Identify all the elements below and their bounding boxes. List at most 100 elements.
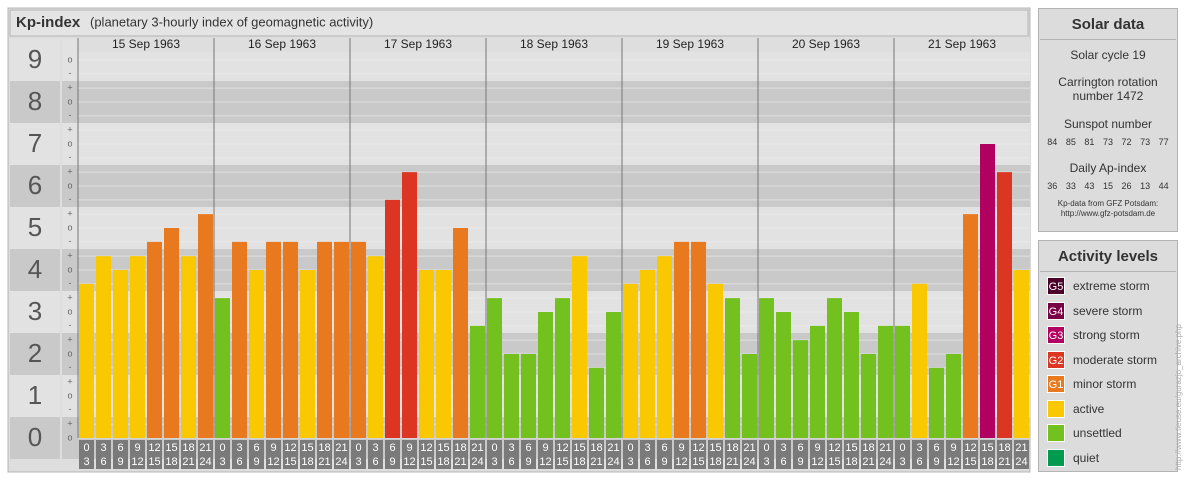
bar bbox=[912, 283, 927, 438]
time-cell bbox=[504, 440, 519, 469]
time-from: 6 bbox=[253, 442, 259, 454]
minor-tick-label: o bbox=[67, 264, 72, 274]
time-to: 21 bbox=[998, 456, 1010, 468]
time-from: 9 bbox=[270, 442, 276, 454]
y-tick-label: 6 bbox=[28, 170, 42, 200]
watermark: http://www.tieuse.eu/gurazjo_archive.php bbox=[1174, 324, 1183, 470]
time-to: 12 bbox=[947, 456, 959, 468]
time-cell bbox=[997, 440, 1012, 469]
ap-value: 43 bbox=[1084, 181, 1095, 191]
time-from: 21 bbox=[199, 442, 211, 454]
time-to: 18 bbox=[437, 456, 449, 468]
y-tick-label: 5 bbox=[28, 212, 42, 242]
band bbox=[10, 207, 60, 249]
time-cell bbox=[657, 440, 672, 469]
time-cell bbox=[266, 440, 281, 469]
time-to: 24 bbox=[743, 456, 755, 468]
level-name: strong storm bbox=[1073, 328, 1140, 343]
level-entry: G3 strong storm bbox=[1039, 323, 1177, 348]
time-to: 6 bbox=[372, 456, 378, 468]
time-from: 21 bbox=[743, 442, 755, 454]
time-cell bbox=[776, 440, 791, 469]
level-entry: quiet bbox=[1039, 446, 1177, 471]
time-to: 24 bbox=[335, 456, 347, 468]
time-cell bbox=[589, 440, 604, 469]
time-cell bbox=[759, 440, 774, 469]
time-from: 21 bbox=[607, 442, 619, 454]
sunspot-value: 77 bbox=[1158, 137, 1169, 147]
time-to: 15 bbox=[284, 456, 296, 468]
time-to: 15 bbox=[148, 456, 160, 468]
time-from: 12 bbox=[556, 442, 568, 454]
time-from: 21 bbox=[879, 442, 891, 454]
day-header bbox=[622, 38, 758, 52]
time-cell bbox=[929, 440, 944, 469]
minor-tick-label: + bbox=[67, 293, 72, 303]
time-to: 3 bbox=[491, 456, 497, 468]
time-cell bbox=[147, 440, 162, 469]
panel-title: Solar data bbox=[1040, 9, 1176, 40]
time-from: 18 bbox=[590, 442, 602, 454]
bar bbox=[266, 241, 281, 438]
ap-value: 15 bbox=[1102, 181, 1113, 191]
day-label: 16 Sep 1963 bbox=[248, 37, 316, 51]
bar bbox=[470, 325, 485, 438]
time-to: 24 bbox=[879, 456, 891, 468]
band bbox=[10, 375, 60, 417]
minor-tick-label: + bbox=[67, 125, 72, 135]
time-cell bbox=[470, 440, 485, 469]
time-cell bbox=[878, 440, 893, 469]
time-cell bbox=[402, 440, 417, 469]
time-from: 0 bbox=[83, 442, 89, 454]
bar bbox=[198, 214, 213, 438]
bar bbox=[436, 270, 451, 438]
bar bbox=[504, 354, 519, 438]
y-tick-label: 2 bbox=[28, 338, 42, 368]
time-to: 15 bbox=[828, 456, 840, 468]
sunspot-row: 84 85 81 73 72 73 77 bbox=[1043, 137, 1173, 147]
time-cell bbox=[691, 440, 706, 469]
time-cell bbox=[300, 440, 315, 469]
ap-value: 33 bbox=[1065, 181, 1076, 191]
band bbox=[10, 39, 60, 81]
time-from: 9 bbox=[406, 442, 412, 454]
bar bbox=[793, 340, 808, 438]
day-header bbox=[214, 38, 350, 52]
time-to: 21 bbox=[590, 456, 602, 468]
bar bbox=[997, 172, 1012, 438]
time-cell bbox=[606, 440, 621, 469]
minor-tick-label: - bbox=[69, 68, 72, 78]
ap-value: 44 bbox=[1158, 181, 1169, 191]
time-cell bbox=[810, 440, 825, 469]
time-cell bbox=[181, 440, 196, 469]
time-to: 9 bbox=[253, 456, 259, 468]
minor-tick-label: + bbox=[67, 167, 72, 177]
bar bbox=[487, 298, 502, 438]
time-from: 15 bbox=[437, 442, 449, 454]
time-cell bbox=[674, 440, 689, 469]
ap-value: 36 bbox=[1047, 181, 1058, 191]
time-from: 12 bbox=[284, 442, 296, 454]
ap-value: 13 bbox=[1140, 181, 1151, 191]
source: Kp-data from GFZ Potsdam: bbox=[1057, 199, 1159, 208]
time-from: 15 bbox=[301, 442, 313, 454]
time-from: 6 bbox=[525, 442, 531, 454]
level-entry: G1 minor storm bbox=[1039, 372, 1177, 397]
time-to: 21 bbox=[454, 456, 466, 468]
level-swatch bbox=[1047, 424, 1065, 443]
level-name: unsettled bbox=[1073, 426, 1122, 441]
ap-label: Daily Ap-index bbox=[1069, 161, 1147, 175]
bar bbox=[623, 283, 638, 438]
minor-tick-label: + bbox=[67, 335, 72, 345]
minor-tick-label: o bbox=[67, 96, 72, 106]
minor-tick-label: o bbox=[67, 180, 72, 190]
time-to: 12 bbox=[267, 456, 279, 468]
bar bbox=[419, 270, 434, 438]
time-to: 12 bbox=[403, 456, 415, 468]
bar bbox=[368, 256, 383, 438]
time-to: 3 bbox=[83, 456, 89, 468]
chart-title: Kp-index bbox=[16, 14, 81, 31]
time-cell bbox=[453, 440, 468, 469]
time-from: 0 bbox=[627, 442, 633, 454]
